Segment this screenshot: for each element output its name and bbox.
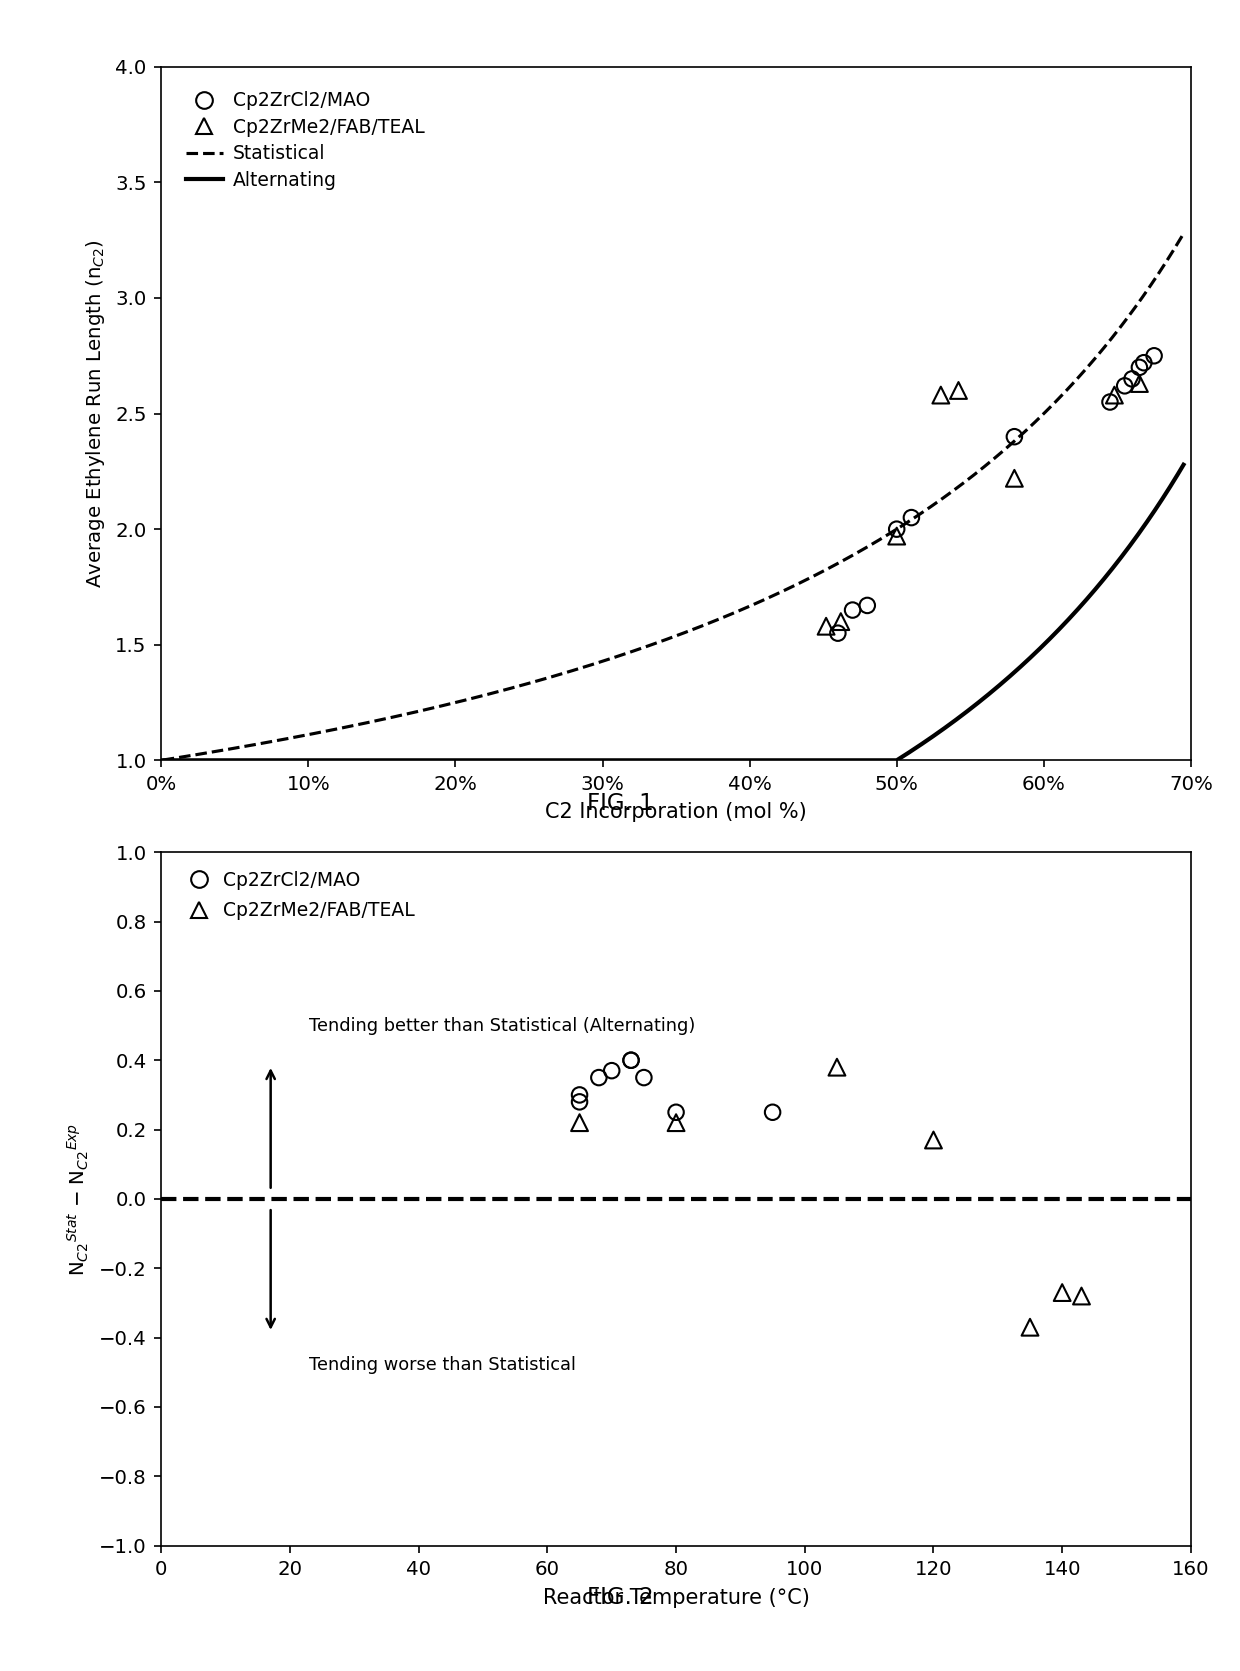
Point xyxy=(621,1046,641,1074)
Y-axis label: N$_{C2}$$^{Stat}$ $-$ N$_{C2}$$^{Exp}$: N$_{C2}$$^{Stat}$ $-$ N$_{C2}$$^{Exp}$ xyxy=(66,1123,91,1275)
Text: Tending better than Statistical (Alternating): Tending better than Statistical (Alterna… xyxy=(309,1016,696,1034)
Point xyxy=(601,1058,621,1084)
Point xyxy=(763,1100,782,1126)
Point xyxy=(827,620,847,647)
Point xyxy=(589,1064,609,1091)
Legend: Cp2ZrCl2/MAO, Cp2ZrMe2/FAB/TEAL: Cp2ZrCl2/MAO, Cp2ZrMe2/FAB/TEAL xyxy=(171,862,424,929)
Point xyxy=(1052,1280,1071,1307)
Point xyxy=(569,1081,589,1108)
Point xyxy=(827,1054,847,1081)
Point xyxy=(923,1126,942,1153)
Point xyxy=(831,608,851,635)
Point xyxy=(1071,1283,1091,1310)
Point xyxy=(887,523,906,550)
Text: FIG. 1: FIG. 1 xyxy=(587,792,653,815)
Point xyxy=(569,1110,589,1136)
Point xyxy=(1133,349,1153,376)
Point xyxy=(1100,389,1120,416)
Text: Tending worse than Statistical: Tending worse than Statistical xyxy=(309,1357,575,1374)
Point xyxy=(1122,366,1142,393)
Point xyxy=(569,1088,589,1115)
Point xyxy=(1019,1313,1039,1340)
Point xyxy=(842,597,862,623)
Point xyxy=(1004,423,1024,449)
Point xyxy=(666,1100,686,1126)
Y-axis label: Average Ethylene Run Length (n$_{C2}$): Average Ethylene Run Length (n$_{C2}$) xyxy=(84,239,107,588)
Point xyxy=(949,378,968,404)
Point xyxy=(1143,343,1163,369)
Point xyxy=(666,1110,686,1136)
Point xyxy=(887,516,906,543)
X-axis label: Reactor Temperature (°C): Reactor Temperature (°C) xyxy=(542,1587,810,1608)
Point xyxy=(1115,373,1135,399)
Point xyxy=(1128,354,1148,381)
Point xyxy=(1104,381,1123,408)
Legend: Cp2ZrCl2/MAO, Cp2ZrMe2/FAB/TEAL, Statistical, Alternating: Cp2ZrCl2/MAO, Cp2ZrMe2/FAB/TEAL, Statist… xyxy=(171,77,439,206)
Point xyxy=(634,1064,653,1091)
Point xyxy=(857,592,877,618)
Point xyxy=(1128,371,1148,398)
Point xyxy=(621,1046,641,1074)
Point xyxy=(1004,465,1024,491)
X-axis label: C2 Incorporation (mol %): C2 Incorporation (mol %) xyxy=(544,802,807,822)
Point xyxy=(930,381,950,408)
Point xyxy=(901,505,921,531)
Text: FIG. 2: FIG. 2 xyxy=(587,1586,653,1609)
Point xyxy=(816,613,836,640)
